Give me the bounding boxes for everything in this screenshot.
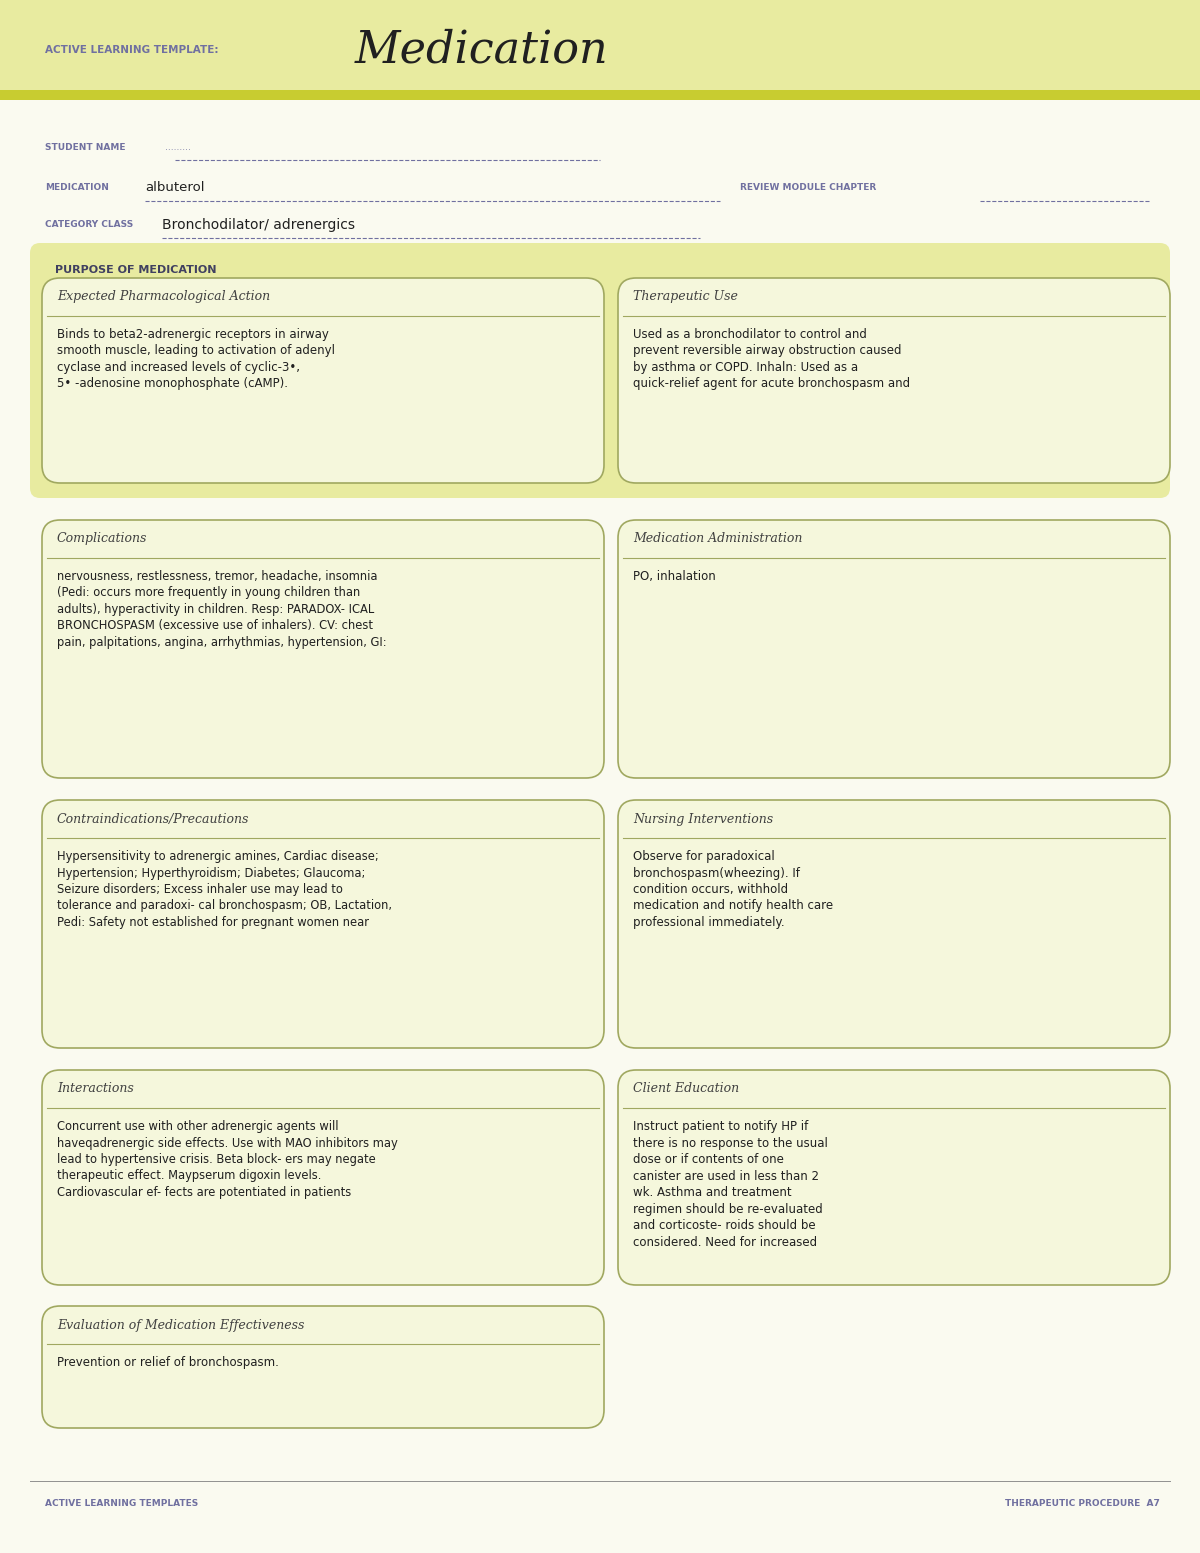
Text: Hypersensitivity to adrenergic amines, Cardiac disease;
Hypertension; Hyperthyro: Hypersensitivity to adrenergic amines, C…	[58, 849, 392, 929]
FancyBboxPatch shape	[42, 520, 604, 778]
Text: Interactions: Interactions	[58, 1082, 133, 1095]
FancyBboxPatch shape	[42, 278, 604, 483]
Text: Used as a bronchodilator to control and
prevent reversible airway obstruction ca: Used as a bronchodilator to control and …	[634, 328, 910, 390]
Text: STUDENT NAME: STUDENT NAME	[46, 143, 126, 152]
Text: Complications: Complications	[58, 533, 148, 545]
Text: Expected Pharmacological Action: Expected Pharmacological Action	[58, 290, 270, 303]
Text: ACTIVE LEARNING TEMPLATE:: ACTIVE LEARNING TEMPLATE:	[46, 45, 218, 54]
Text: MEDICATION: MEDICATION	[46, 183, 109, 193]
FancyBboxPatch shape	[0, 0, 1200, 99]
Text: Nursing Interventions: Nursing Interventions	[634, 812, 773, 826]
FancyBboxPatch shape	[618, 800, 1170, 1048]
FancyBboxPatch shape	[42, 800, 604, 1048]
Text: Therapeutic Use: Therapeutic Use	[634, 290, 738, 303]
Text: Instruct patient to notify HP if
there is no response to the usual
dose or if co: Instruct patient to notify HP if there i…	[634, 1120, 828, 1249]
Text: Observe for paradoxical
bronchospasm(wheezing). If
condition occurs, withhold
me: Observe for paradoxical bronchospasm(whe…	[634, 849, 833, 929]
Text: albuterol: albuterol	[145, 182, 204, 194]
Text: THERAPEUTIC PROCEDURE  A7: THERAPEUTIC PROCEDURE A7	[1006, 1499, 1160, 1508]
Text: ACTIVE LEARNING TEMPLATES: ACTIVE LEARNING TEMPLATES	[46, 1499, 198, 1508]
Text: Client Education: Client Education	[634, 1082, 739, 1095]
Text: REVIEW MODULE CHAPTER: REVIEW MODULE CHAPTER	[740, 183, 876, 193]
Text: Binds to beta2-adrenergic receptors in airway
smooth muscle, leading to activati: Binds to beta2-adrenergic receptors in a…	[58, 328, 335, 390]
Text: PO, inhalation: PO, inhalation	[634, 570, 715, 582]
Text: PURPOSE OF MEDICATION: PURPOSE OF MEDICATION	[55, 266, 216, 275]
FancyBboxPatch shape	[0, 90, 1200, 99]
Text: Bronchodilator/ adrenergics: Bronchodilator/ adrenergics	[162, 217, 355, 231]
Text: Concurrent use with other adrenergic agents will
haveqadrenergic side effects. U: Concurrent use with other adrenergic age…	[58, 1120, 397, 1199]
Text: .........: .........	[166, 143, 191, 152]
Text: Prevention or relief of bronchospasm.: Prevention or relief of bronchospasm.	[58, 1356, 278, 1370]
Text: Medication Administration: Medication Administration	[634, 533, 803, 545]
FancyBboxPatch shape	[618, 1070, 1170, 1284]
Text: nervousness, restlessness, tremor, headache, insomnia
(Pedi: occurs more frequen: nervousness, restlessness, tremor, heada…	[58, 570, 386, 649]
FancyBboxPatch shape	[30, 242, 1170, 499]
FancyBboxPatch shape	[42, 1070, 604, 1284]
FancyBboxPatch shape	[618, 520, 1170, 778]
Text: CATEGORY CLASS: CATEGORY CLASS	[46, 221, 133, 230]
Text: Contraindications/Precautions: Contraindications/Precautions	[58, 812, 250, 826]
Text: Evaluation of Medication Effectiveness: Evaluation of Medication Effectiveness	[58, 1318, 305, 1331]
FancyBboxPatch shape	[42, 1306, 604, 1429]
Text: Medication: Medication	[355, 28, 608, 71]
FancyBboxPatch shape	[618, 278, 1170, 483]
